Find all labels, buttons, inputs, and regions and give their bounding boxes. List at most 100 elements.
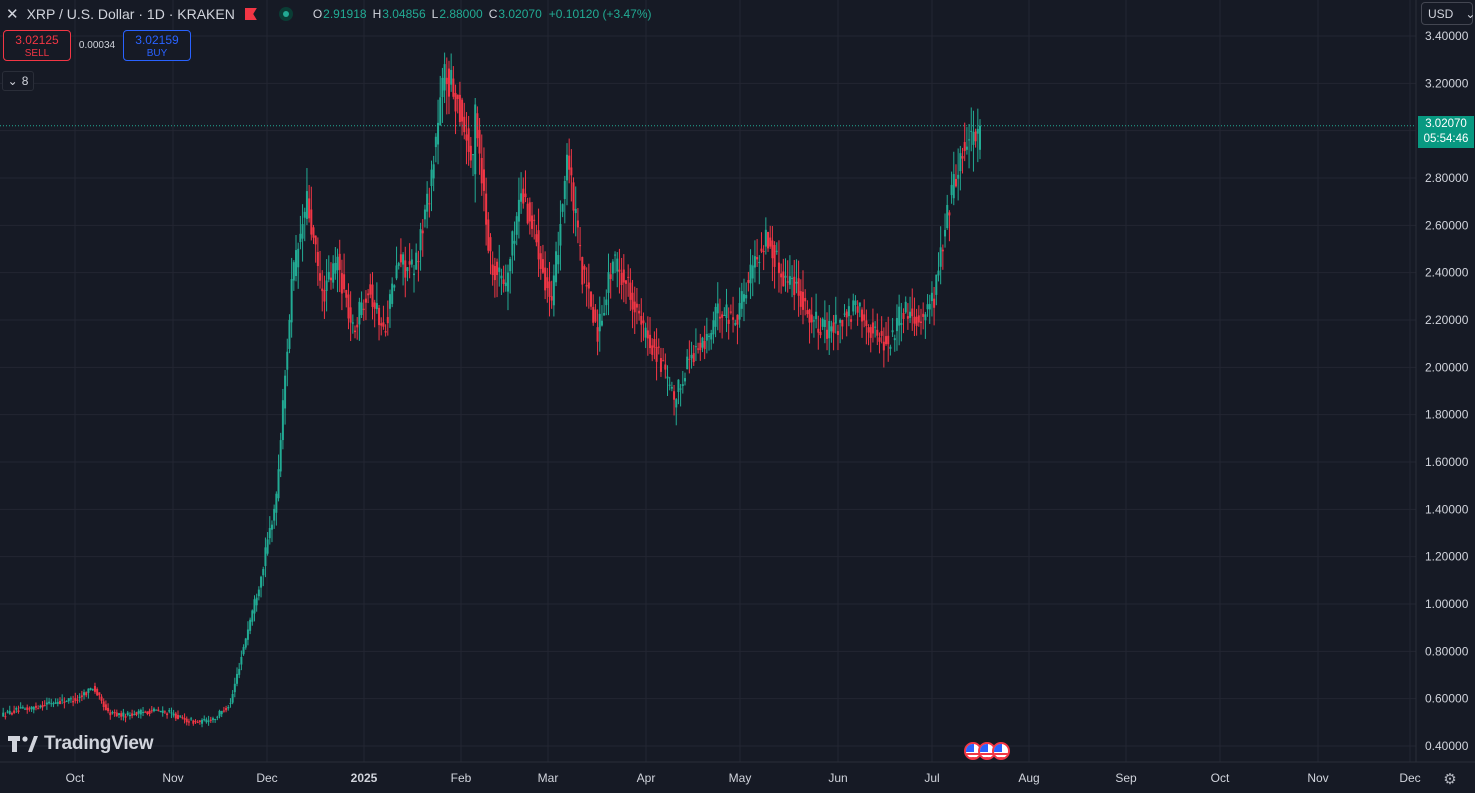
candle-body [845,311,848,318]
candle-body [629,282,632,300]
us-flag-icon[interactable] [964,742,982,760]
candle-body [723,315,726,317]
candle-body [111,712,114,714]
candle-body [236,673,239,684]
indicators-toggle-button[interactable]: ⌄ 8 [2,71,34,91]
candle-body [889,346,892,349]
sell-button[interactable]: 3.02125 SELL [3,30,71,61]
time-axis: Oct Nov Dec 2025 Feb Mar Apr May Jun Jul Aug Sep Oct… [0,761,1475,785]
candle-body [242,647,245,655]
close-icon[interactable]: ✕ [6,6,19,23]
candle-body [288,319,291,349]
candle-body [764,229,767,247]
candle-body [264,547,267,566]
price-tick-label: 0.60000 [1425,692,1469,706]
candle-body [664,364,667,370]
candle-body [474,104,477,175]
candle-body [830,326,833,332]
candle-body [970,130,973,132]
candle-body [404,260,407,278]
candle-body [659,358,662,372]
candle-body [198,720,201,722]
candle-body [900,322,903,325]
buy-button[interactable]: 3.02159 BUY [123,30,191,61]
candle-body [871,322,874,334]
chevron-down-icon: ⌄ [7,74,18,88]
flag-icon[interactable] [244,8,257,20]
candle-body [205,719,208,723]
candle-body [402,254,405,265]
candle-body [491,264,494,275]
candle-body [83,692,86,696]
price-tick-label: 2.60000 [1425,218,1469,232]
candle-body [808,309,811,323]
candle-body [804,298,807,302]
candle-body [120,713,123,717]
candle-body [537,230,540,260]
candle-body [367,293,370,296]
candle-body [410,259,413,265]
candle-body [948,212,951,216]
price-tick-label: 0.80000 [1425,644,1469,658]
candle-body [63,701,66,703]
candle-body [522,188,525,204]
candle-body [364,298,367,303]
candle-body [301,224,304,239]
candle-body [349,307,352,323]
candle-body [465,134,468,141]
candle-body [511,231,514,256]
candle-body [299,233,302,243]
candle-body [954,178,957,187]
last-price-label: 3.02070 05:54:46 [1418,116,1474,148]
candle-body [561,204,564,212]
candle-body [332,263,335,283]
symbol-legend: ✕ XRP / U.S. Dollar · 1D · KRAKEN O2.919… [6,4,652,24]
symbol-title[interactable]: XRP / U.S. Dollar · 1D · KRAKEN [26,6,235,22]
candle-body [690,354,693,359]
us-flag-icon[interactable] [992,742,1010,760]
candle-body [627,276,630,278]
tradingview-logo[interactable]: TradingView [8,733,154,755]
candle-body [336,256,339,271]
candle-body [506,272,509,292]
candle-body [345,289,348,298]
gear-icon[interactable]: ⚙ [1443,771,1457,788]
candle-body [48,701,51,704]
candle-body [319,273,322,281]
currency-select[interactable]: USD ⌄ [1421,2,1475,25]
candle-body [469,145,472,161]
candle-body [780,273,783,278]
candle-body [642,320,645,324]
candle-body [179,715,182,717]
candle-body [594,309,597,322]
candle-body [43,705,46,707]
candle-body [791,277,794,279]
ohlc-close-value: 3.02070 [498,7,542,21]
candle-body [126,712,129,715]
candle-body [434,136,437,148]
sell-label: SELL [24,48,50,59]
candle-body [926,304,929,310]
candle-body [740,291,743,309]
candle-body [745,294,748,299]
candle-body [533,219,536,221]
candle-body [769,237,772,247]
candle-body [976,128,979,134]
ohlc-low-label: L [431,7,439,21]
candle-body [17,710,20,712]
candle-body [461,99,464,122]
candle-body [52,703,55,705]
time-tick-label: Jun [828,771,847,785]
candle-body [911,308,914,317]
candle-body [452,78,455,97]
candle-body [413,273,416,276]
candle-body [624,280,627,284]
economic-events[interactable] [964,742,1010,760]
candle-body [753,256,756,268]
candle-body [37,708,40,710]
ohlc-values: O2.91918 H3.04856 L2.88000 C3.02070 +0.1… [313,7,652,21]
candle-body [694,346,697,348]
candle-body [295,250,298,276]
